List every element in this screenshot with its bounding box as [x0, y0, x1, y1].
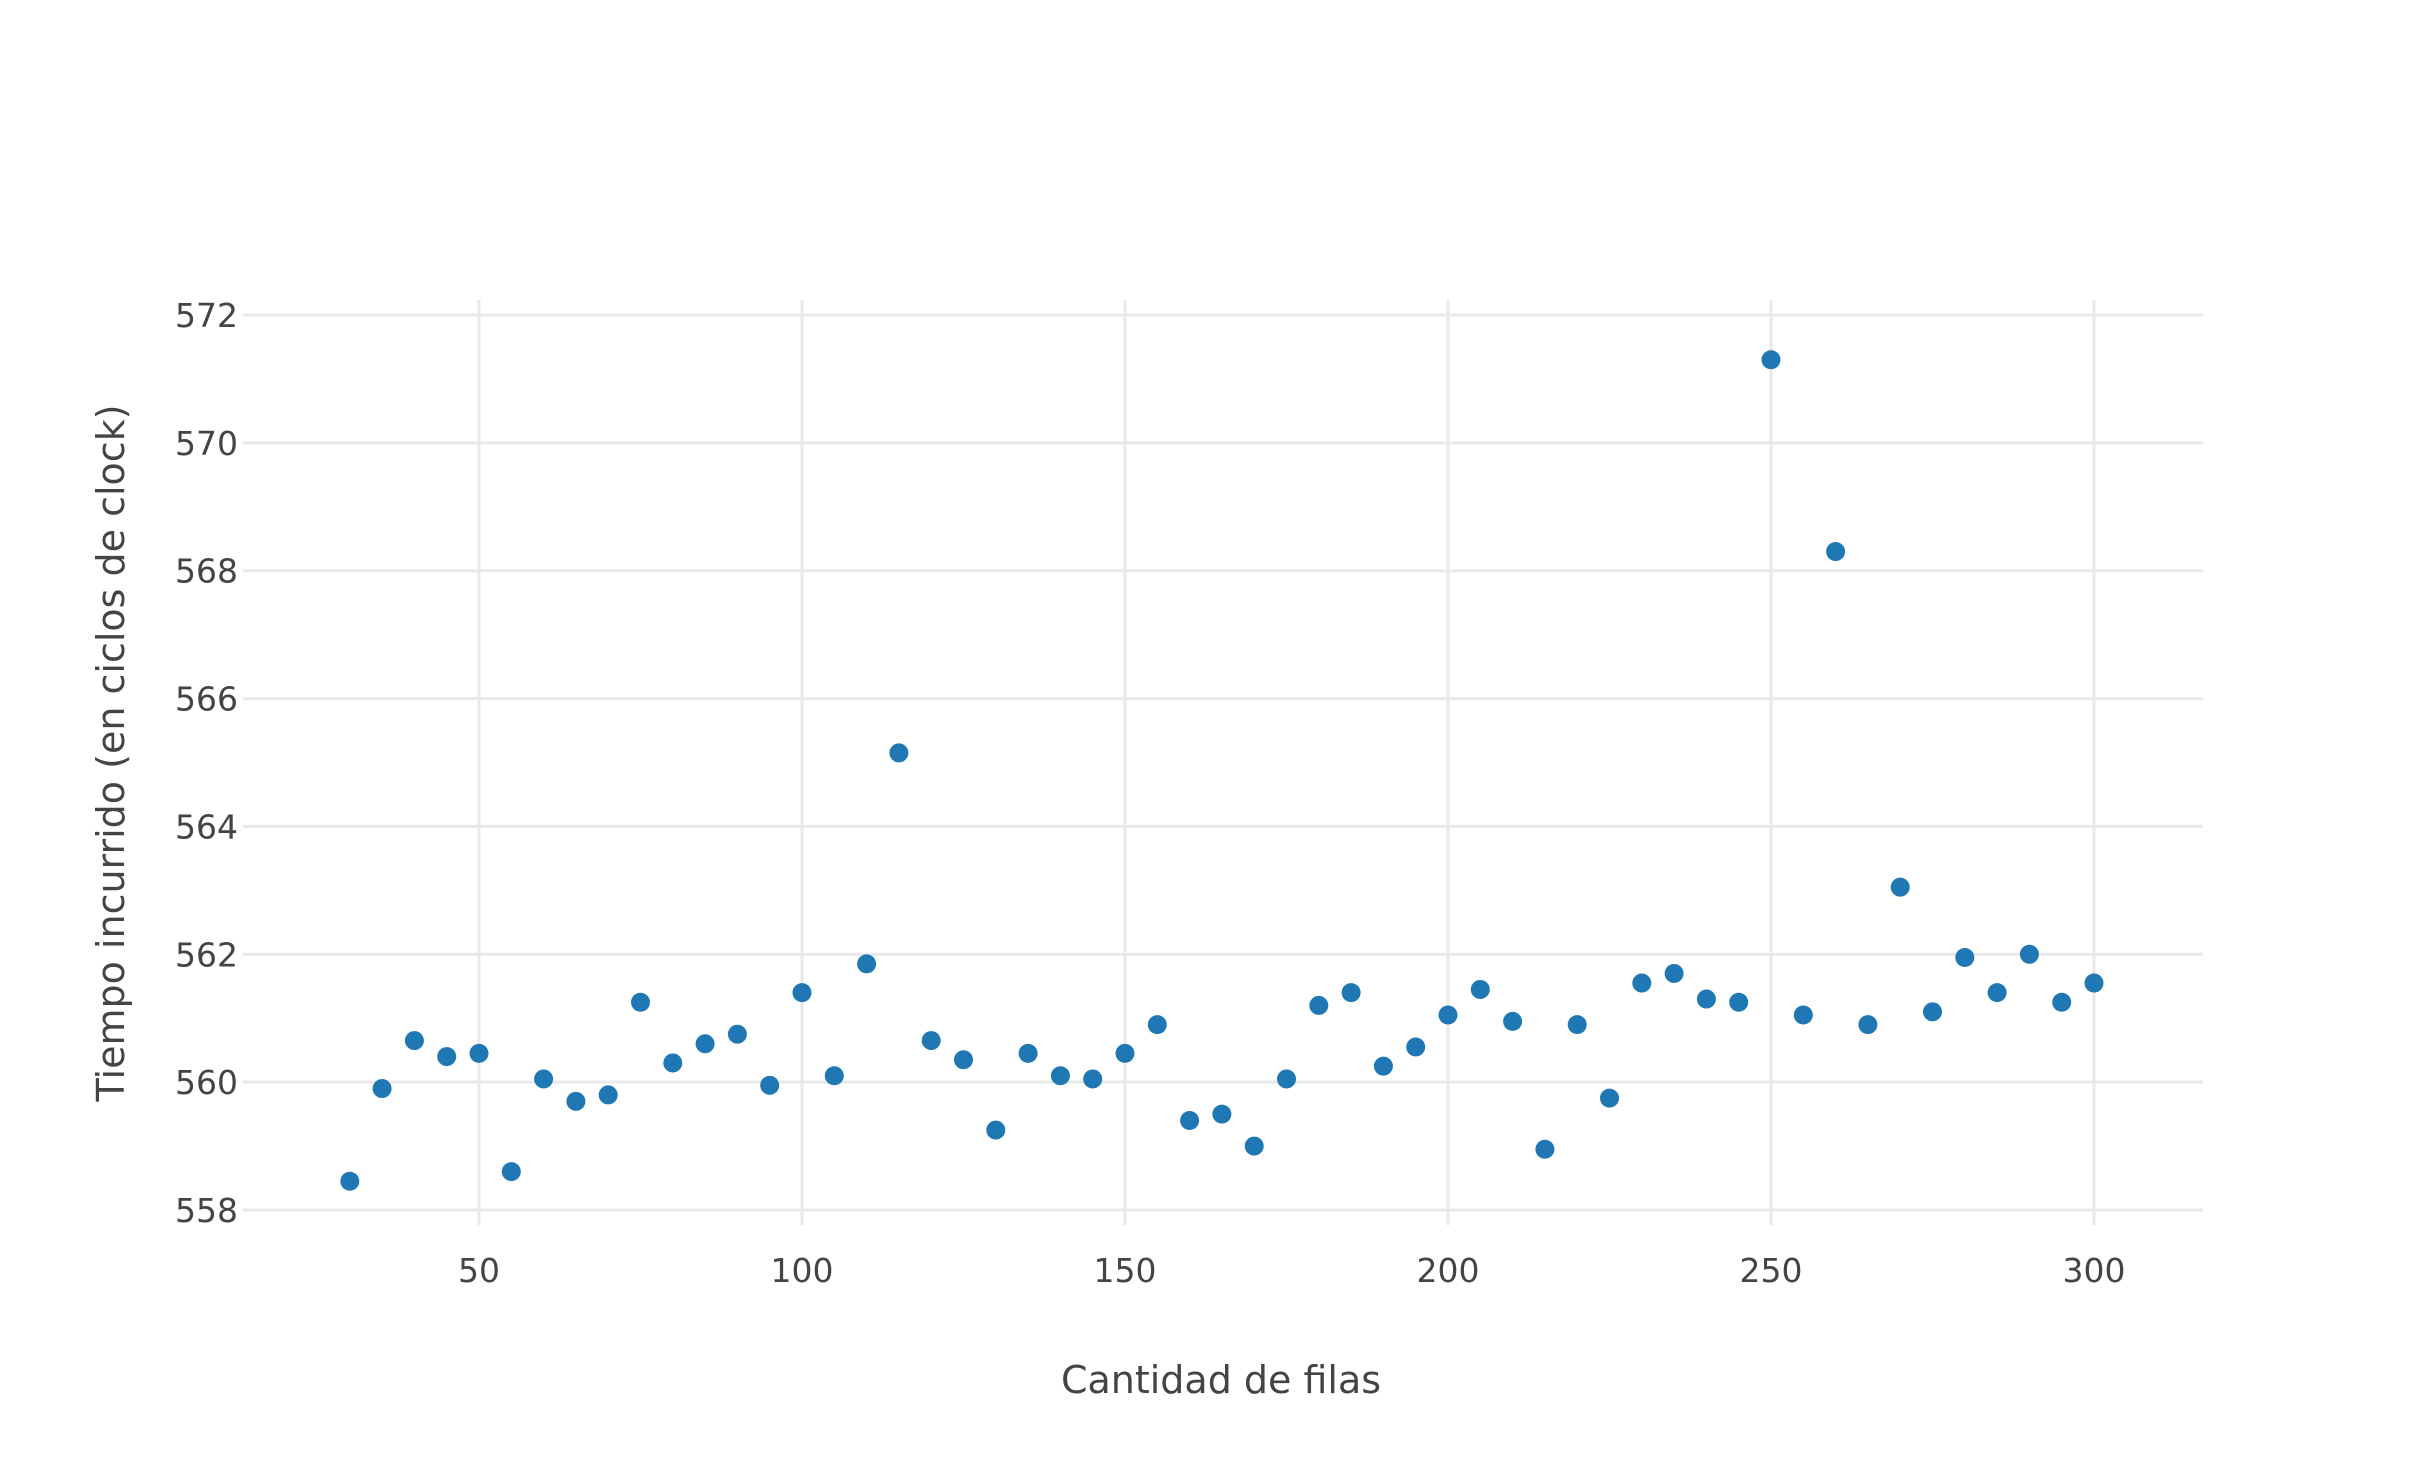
- data-point: [921, 1031, 941, 1051]
- x-axis-title: Cantidad de filas: [1061, 1358, 1381, 1402]
- y-axis-title: Tiempo incurrido (en ciclos de clock): [89, 404, 133, 1102]
- y-tick-label: 564: [175, 807, 238, 846]
- y-tick-label: 560: [175, 1063, 238, 1102]
- data-point: [1793, 1005, 1813, 1025]
- x-tick-label: 200: [1417, 1251, 1480, 1290]
- data-point: [727, 1024, 747, 1044]
- y-axis-ticks: 558 560 562 564 566 568 570 572: [175, 296, 238, 1230]
- x-tick-label: 100: [771, 1251, 834, 1290]
- data-point: [1664, 963, 1684, 983]
- data-point: [857, 954, 877, 974]
- data-point: [986, 1120, 1006, 1140]
- data-point: [2019, 944, 2039, 964]
- data-point: [501, 1162, 521, 1182]
- data-point: [534, 1069, 554, 1089]
- data-point: [1503, 1011, 1523, 1031]
- y-tick-label: 558: [175, 1191, 238, 1230]
- y-tick-label: 572: [175, 296, 238, 335]
- data-point: [663, 1053, 683, 1073]
- data-point: [1341, 983, 1361, 1003]
- data-point: [1729, 992, 1749, 1012]
- data-points: [340, 350, 2104, 1191]
- data-point: [760, 1075, 780, 1095]
- data-point: [2052, 992, 2072, 1012]
- data-point: [1438, 1005, 1458, 1025]
- data-point: [372, 1079, 392, 1099]
- data-point: [1696, 989, 1716, 1009]
- data-point: [1212, 1104, 1232, 1124]
- data-point: [437, 1047, 457, 1067]
- data-point: [2084, 973, 2104, 993]
- y-tick-label: 562: [175, 935, 238, 974]
- data-point: [1018, 1043, 1038, 1063]
- data-point: [1470, 979, 1490, 999]
- data-point: [566, 1091, 586, 1111]
- x-tick-label: 300: [2063, 1251, 2126, 1290]
- data-point: [631, 992, 650, 1012]
- y-tick-label: 570: [175, 424, 238, 463]
- data-point: [1147, 1015, 1167, 1035]
- x-tick-label: 50: [458, 1251, 500, 1290]
- y-tick-label: 566: [175, 680, 238, 719]
- data-point: [598, 1085, 618, 1105]
- data-point: [1309, 995, 1329, 1015]
- data-point: [1761, 350, 1781, 370]
- data-point: [1535, 1139, 1555, 1159]
- data-point: [1406, 1037, 1426, 1057]
- x-tick-label: 150: [1094, 1251, 1157, 1290]
- data-point: [954, 1050, 973, 1070]
- y-tick-label: 568: [175, 552, 238, 591]
- data-point: [1890, 877, 1910, 897]
- x-tick-label: 250: [1740, 1251, 1803, 1290]
- data-point: [1115, 1043, 1135, 1063]
- data-point: [1923, 1002, 1942, 1022]
- x-axis-ticks: 50 100 150 200 250 300: [458, 1251, 2126, 1290]
- data-point: [1955, 947, 1975, 967]
- data-point: [1373, 1056, 1393, 1076]
- data-point: [1083, 1069, 1103, 1089]
- data-point: [1600, 1088, 1619, 1108]
- data-point: [695, 1034, 715, 1054]
- data-point: [1826, 542, 1846, 562]
- data-point: [792, 983, 812, 1003]
- data-point: [1858, 1015, 1878, 1035]
- data-point: [1277, 1069, 1296, 1089]
- data-point: [1050, 1066, 1070, 1086]
- data-point: [1567, 1015, 1587, 1035]
- data-point: [1180, 1111, 1200, 1130]
- data-point: [469, 1043, 489, 1063]
- data-point: [1987, 983, 2007, 1003]
- data-point: [889, 743, 909, 763]
- data-point: [1244, 1136, 1264, 1156]
- data-point: [340, 1171, 360, 1191]
- grid-layer: [243, 300, 2203, 1225]
- data-point: [1632, 973, 1652, 993]
- data-point: [404, 1031, 424, 1051]
- data-point: [824, 1066, 844, 1086]
